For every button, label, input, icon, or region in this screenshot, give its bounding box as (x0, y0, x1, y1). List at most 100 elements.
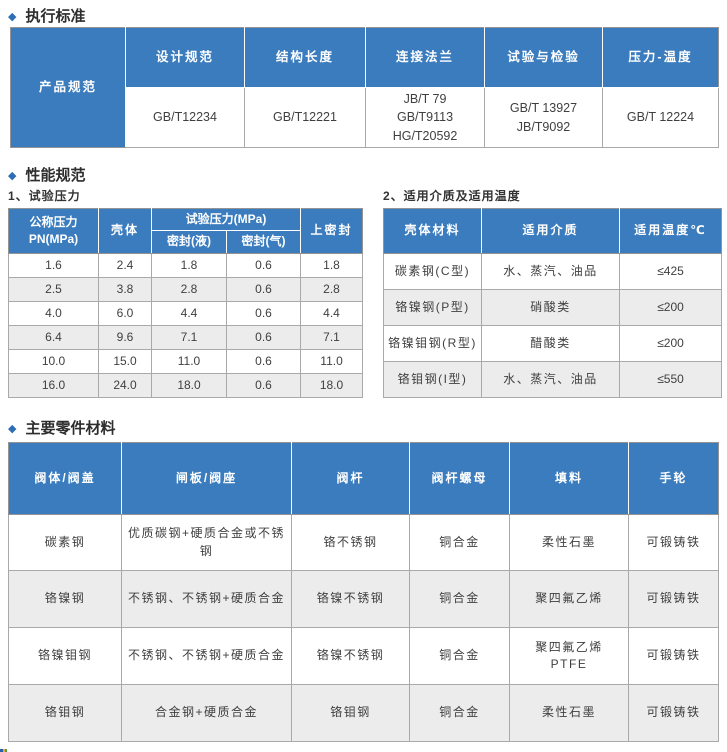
data-cell: 可锻铸铁 (628, 514, 719, 571)
data-cell: 6.4 (8, 325, 99, 350)
data-cell: 聚四氟乙烯 PTFE (509, 627, 629, 685)
data-cell: 7.1 (151, 325, 227, 350)
header-cell: 阀杆螺母 (409, 442, 510, 515)
subtitle-media-temperature: 2、适用介质及适用温度 (383, 189, 521, 203)
header-cell: 壳体材料 (383, 208, 482, 254)
data-cell: 2.5 (8, 277, 99, 302)
diamond-bullet-icon: ◆ (8, 10, 17, 23)
data-cell: 铬镍钼钢(R型) (383, 325, 482, 362)
data-cell: 铬钼钢 (291, 684, 410, 742)
data-cell: 0.6 (225, 349, 302, 374)
data-cell: 1.8 (151, 253, 227, 278)
data-cell: 铬钼钢 (8, 684, 122, 742)
data-cell: 柔性石墨 (509, 684, 629, 742)
data-cell: 11.0 (300, 349, 364, 374)
data-cell: 水、蒸汽、油品 (481, 361, 620, 398)
data-cell: 碳素钢 (8, 514, 122, 571)
media-temperature-block: 2、适用介质及适用温度 壳体材料 适用介质 适用温度℃ 碳素钢(C型) 水、蒸汽… (383, 189, 722, 398)
header-cell: 填料 (509, 442, 629, 515)
data-cell: 0.6 (225, 277, 302, 302)
data-cell: 铜合金 (409, 570, 510, 628)
data-cell: 醋酸类 (481, 325, 620, 362)
section-title-text: 执行标准 (25, 8, 86, 25)
data-cell: 合金钢+硬质合金 (121, 684, 292, 742)
data-cell: 可锻铸铁 (628, 570, 719, 628)
header-cell: 密封(气) (225, 230, 302, 254)
diamond-bullet-icon: ◆ (8, 422, 17, 435)
data-cell: JB/T 79 GB/T9113 HG/T20592 (365, 87, 485, 148)
data-cell: 硝酸类 (481, 289, 620, 326)
performance-tables-row: 1、试验压力 公称压力PN(MPa) 壳体 试验压力(MPa) 上密封 密封(液… (0, 189, 727, 398)
data-cell: ≤200 (619, 289, 722, 326)
data-cell: 可锻铸铁 (628, 684, 719, 742)
data-cell: 柔性石墨 (509, 514, 629, 571)
data-cell: 1.6 (8, 253, 99, 278)
standards-table: 产品规范 设计规范 结构长度 连接法兰 试验与检验 压力-温度 GB/T1223… (10, 27, 719, 148)
header-cell: 适用介质 (481, 208, 620, 254)
header-cell: 手轮 (628, 442, 719, 515)
data-cell: 0.6 (225, 373, 302, 398)
data-cell: 可锻铸铁 (628, 627, 719, 685)
data-cell: 不锈钢、不锈钢+硬质合金 (121, 627, 292, 685)
row-header-product-spec: 产品规范 (10, 27, 126, 148)
test-pressure-table: 公称压力PN(MPa) 壳体 试验压力(MPa) 上密封 密封(液) 密封(气)… (8, 208, 364, 398)
data-cell: 碳素钢(C型) (383, 253, 482, 290)
data-cell: 不锈钢、不锈钢+硬质合金 (121, 570, 292, 628)
data-cell: 10.0 (8, 349, 99, 374)
data-cell: GB/T12234 (125, 87, 245, 148)
header-cell: 壳体 (98, 208, 152, 254)
data-cell: 水、蒸汽、油品 (481, 253, 620, 290)
header-cell: 上密封 (300, 208, 364, 254)
data-cell: 15.0 (98, 349, 152, 374)
header-cell: 连接法兰 (365, 27, 485, 88)
data-cell: 铬镍钼钢 (8, 627, 122, 685)
data-cell: 7.1 (300, 325, 364, 350)
data-cell: 2.4 (98, 253, 152, 278)
header-cell: 压力-温度 (602, 27, 719, 88)
header-cell: 设计规范 (125, 27, 245, 88)
data-cell: 铬镍不锈钢 (291, 627, 410, 685)
test-pressure-block: 1、试验压力 公称压力PN(MPa) 壳体 试验压力(MPa) 上密封 密封(液… (8, 189, 364, 398)
data-cell: 4.4 (300, 301, 364, 326)
data-cell: 2.8 (300, 277, 364, 302)
diamond-bullet-icon: ◆ (8, 169, 17, 182)
header-cell: 闸板/阀座 (121, 442, 292, 515)
data-cell: 铬镍钢(P型) (383, 289, 482, 326)
data-cell: 0.6 (225, 325, 302, 350)
data-cell: 16.0 (8, 373, 99, 398)
header-cell: 阀杆 (291, 442, 410, 515)
section-title-text: 性能规范 (25, 167, 86, 184)
data-cell: 24.0 (98, 373, 152, 398)
data-cell: 聚四氟乙烯 (509, 570, 629, 628)
data-cell: ≤550 (619, 361, 722, 398)
data-cell: 0.6 (225, 253, 302, 278)
data-cell: 18.0 (151, 373, 227, 398)
data-cell: 6.0 (98, 301, 152, 326)
materials-table: 阀体/阀盖 闸板/阀座 阀杆 阀杆螺母 填料 手轮 碳素钢 优质碳钢+硬质合金或… (8, 442, 719, 742)
section-title-standards: ◆ 执行标准 (8, 8, 727, 26)
subtitle-test-pressure: 1、试验压力 (8, 189, 81, 203)
section-title-text: 主要零件材料 (25, 420, 116, 437)
data-cell: 铜合金 (409, 514, 510, 571)
header-cell: 试验压力(MPa) (150, 208, 302, 231)
data-cell: 1.8 (300, 253, 364, 278)
data-cell: 18.0 (300, 373, 364, 398)
header-cell: 适用温度℃ (619, 208, 722, 254)
section-title-materials: ◆ 主要零件材料 (8, 420, 727, 438)
header-cell: 密封(液) (151, 230, 227, 254)
header-cell: 试验与检验 (484, 27, 603, 88)
data-cell: GB/T 13927 JB/T9092 (484, 87, 603, 148)
data-cell: 4.0 (8, 301, 99, 326)
data-cell: 铬镍钢 (8, 570, 122, 628)
data-cell: 优质碳钢+硬质合金或不锈钢 (121, 514, 292, 571)
data-cell: 铬镍不锈钢 (291, 570, 410, 628)
header-cell: 阀体/阀盖 (8, 442, 122, 515)
header-cell: 公称压力PN(MPa) (8, 208, 99, 254)
data-cell: 铬钼钢(I型) (383, 361, 482, 398)
header-cell: 结构长度 (244, 27, 366, 88)
data-cell: 4.4 (151, 301, 227, 326)
data-cell: ≤425 (619, 253, 722, 290)
data-cell: 铜合金 (409, 627, 510, 685)
data-cell: 2.8 (151, 277, 227, 302)
data-cell: 铬不锈钢 (291, 514, 410, 571)
